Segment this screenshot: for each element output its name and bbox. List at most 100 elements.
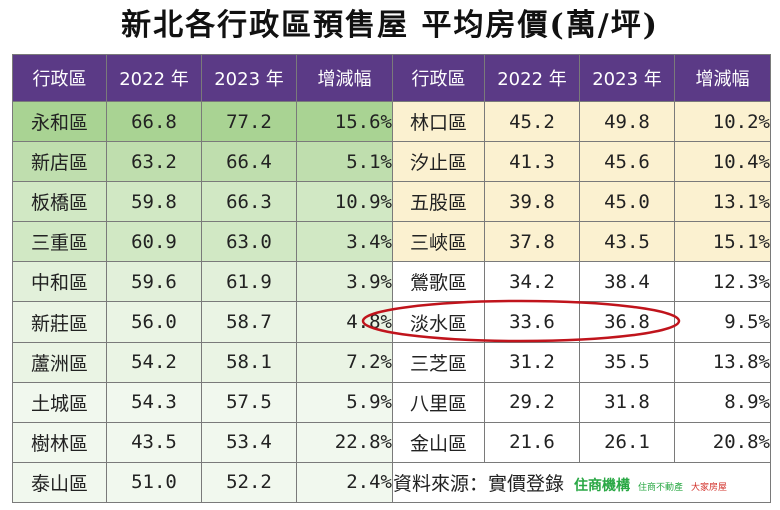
value-2022-cell: 21.6	[484, 421, 580, 463]
district-cell: 三重區	[12, 221, 107, 263]
value-2022-cell: 29.2	[484, 381, 580, 423]
value-2022-cell: 59.6	[106, 261, 202, 303]
district-cell: 汐止區	[392, 141, 485, 183]
change-cell: 3.4%	[296, 221, 393, 263]
district-cell: 蘆洲區	[12, 341, 107, 383]
district-cell: 新店區	[12, 141, 107, 183]
district-cell: 中和區	[12, 261, 107, 303]
value-2022-cell: 54.3	[106, 381, 202, 423]
value-2023-cell: 35.5	[579, 341, 675, 383]
header-change-right: 增減幅	[674, 54, 771, 102]
value-2022-cell: 59.8	[106, 181, 202, 223]
district-cell: 土城區	[12, 381, 107, 423]
value-2023-cell: 63.0	[201, 221, 297, 263]
table-row: 中和區 59.6 61.9 3.9% 鶯歌區 34.2 38.4 12.3%	[12, 261, 771, 303]
value-2023-cell: 53.4	[201, 421, 297, 463]
change-cell: 5.9%	[296, 381, 393, 423]
value-2022-cell: 56.0	[106, 301, 202, 343]
table-row: 新莊區 56.0 58.7 4.8% 淡水區 33.6 36.8 9.5%	[12, 301, 771, 343]
value-2023-cell: 61.9	[201, 261, 297, 303]
change-cell: 22.8%	[296, 421, 393, 463]
value-2023-cell: 36.8	[579, 301, 675, 343]
change-cell: 3.9%	[296, 261, 393, 303]
change-cell: 2.4%	[296, 461, 393, 504]
source-note: 資料來源：實價登錄 住商機構 住商不動產 大家房屋	[392, 461, 771, 504]
value-2022-cell: 31.2	[484, 341, 580, 383]
value-2023-cell: 45.0	[579, 181, 675, 223]
header-2023-left: 2023 年	[201, 54, 297, 102]
district-cell: 三芝區	[392, 341, 485, 383]
change-cell: 15.6%	[296, 100, 393, 143]
value-2023-cell: 45.6	[579, 141, 675, 183]
change-cell: 15.1%	[674, 221, 771, 263]
value-2022-cell: 63.2	[106, 141, 202, 183]
change-cell: 20.8%	[674, 421, 771, 463]
district-cell: 永和區	[12, 100, 107, 143]
table-row: 新店區 63.2 66.4 5.1% 汐止區 41.3 45.6 10.4%	[12, 141, 771, 183]
table-row: 蘆洲區 54.2 58.1 7.2% 三芝區 31.2 35.5 13.8%	[12, 341, 771, 383]
change-cell: 10.2%	[674, 100, 771, 143]
value-2022-cell: 34.2	[484, 261, 580, 303]
change-cell: 13.1%	[674, 181, 771, 223]
source-label: 資料來源：實價登錄	[393, 472, 565, 495]
value-2023-cell: 66.3	[201, 181, 297, 223]
district-cell: 八里區	[392, 381, 485, 423]
value-2023-cell: 58.1	[201, 341, 297, 383]
change-cell: 9.5%	[674, 301, 771, 343]
table-row: 土城區 54.3 57.5 5.9% 八里區 29.2 31.8 8.9%	[12, 381, 771, 423]
header-district-right: 行政區	[392, 54, 485, 102]
brand-logo: 住商機構	[574, 477, 631, 494]
value-2022-cell: 39.8	[484, 181, 580, 223]
district-cell: 淡水區	[392, 301, 485, 343]
value-2023-cell: 43.5	[579, 221, 675, 263]
brand-logo: 大家房屋	[691, 482, 728, 493]
district-cell: 泰山區	[12, 461, 107, 504]
change-cell: 7.2%	[296, 341, 393, 383]
value-2023-cell: 31.8	[579, 381, 675, 423]
value-2022-cell: 45.2	[484, 100, 580, 143]
header-2022-right: 2022 年	[484, 54, 580, 102]
value-2022-cell: 60.9	[106, 221, 202, 263]
header-change-left: 增減幅	[296, 54, 393, 102]
change-cell: 5.1%	[296, 141, 393, 183]
value-2022-cell: 37.8	[484, 221, 580, 263]
change-cell: 8.9%	[674, 381, 771, 423]
table-row: 板橋區 59.8 66.3 10.9% 五股區 39.8 45.0 13.1%	[12, 181, 771, 223]
district-cell: 林口區	[392, 100, 485, 143]
table-row: 泰山區 51.0 52.2 2.4% 資料來源：實價登錄 住商機構 住商不動產 大家房屋	[12, 461, 771, 504]
header-row: 行政區 2022 年 2023 年 增減幅 行政區 2022 年 2023 年 …	[12, 54, 771, 102]
chart-title: 新北各行政區預售屋 平均房價(萬/坪)	[121, 8, 659, 43]
header-2022-left: 2022 年	[106, 54, 202, 102]
value-2022-cell: 54.2	[106, 341, 202, 383]
value-2022-cell: 51.0	[106, 461, 202, 504]
value-2023-cell: 77.2	[201, 100, 297, 143]
header-district-left: 行政區	[12, 54, 107, 102]
value-2023-cell: 52.2	[201, 461, 297, 504]
change-cell: 12.3%	[674, 261, 771, 303]
change-cell: 10.4%	[674, 141, 771, 183]
change-cell: 13.8%	[674, 341, 771, 383]
header-2023-right: 2023 年	[579, 54, 675, 102]
district-cell: 板橋區	[12, 181, 107, 223]
table-row: 永和區 66.8 77.2 15.6% 林口區 45.2 49.8 10.2%	[12, 100, 771, 143]
district-cell: 三峽區	[392, 221, 485, 263]
value-2023-cell: 66.4	[201, 141, 297, 183]
value-2023-cell: 26.1	[579, 421, 675, 463]
district-cell: 新莊區	[12, 301, 107, 343]
value-2023-cell: 58.7	[201, 301, 297, 343]
table-row: 三重區 60.9 63.0 3.4% 三峽區 37.8 43.5 15.1%	[12, 221, 771, 263]
district-cell: 五股區	[392, 181, 485, 223]
value-2022-cell: 66.8	[106, 100, 202, 143]
value-2023-cell: 38.4	[579, 261, 675, 303]
price-table: 行政區 2022 年 2023 年 增減幅 行政區 2022 年 2023 年 …	[12, 54, 771, 504]
value-2022-cell: 41.3	[484, 141, 580, 183]
change-cell: 10.9%	[296, 181, 393, 223]
table-row: 樹林區 43.5 53.4 22.8% 金山區 21.6 26.1 20.8%	[12, 421, 771, 463]
brand-logo: 住商不動產	[638, 482, 684, 493]
district-cell: 樹林區	[12, 421, 107, 463]
value-2023-cell: 49.8	[579, 100, 675, 143]
district-cell: 鶯歌區	[392, 261, 485, 303]
value-2023-cell: 57.5	[201, 381, 297, 423]
value-2022-cell: 33.6	[484, 301, 580, 343]
value-2022-cell: 43.5	[106, 421, 202, 463]
